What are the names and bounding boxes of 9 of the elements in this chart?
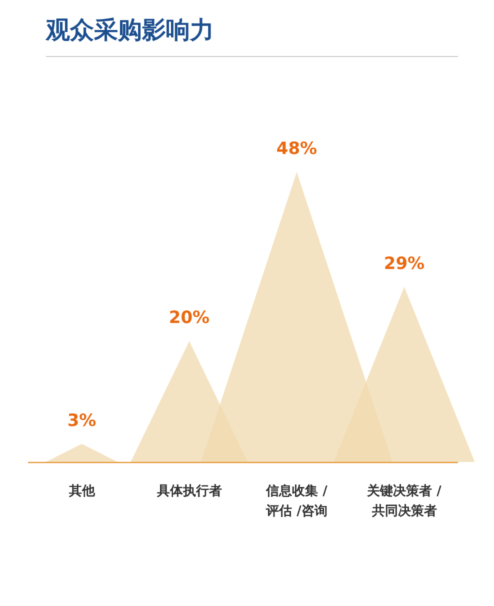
category-label: 具体执行者 xyxy=(156,484,222,499)
category-label: 信息收集 / 评估 /咨询 xyxy=(265,483,328,519)
category-label: 其他 xyxy=(68,484,96,499)
data-label: 48% xyxy=(276,139,318,159)
data-label: 20% xyxy=(168,308,210,328)
text: 观众采购影响力 xyxy=(45,16,214,44)
category-label: 关键决策者 / 共同决策者 xyxy=(366,483,442,519)
data-label: 3% xyxy=(67,410,96,431)
data-label: 29% xyxy=(384,254,425,274)
